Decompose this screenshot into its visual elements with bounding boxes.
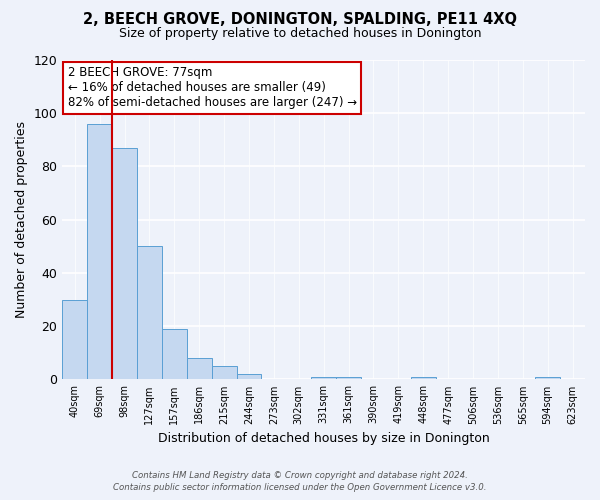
Text: Size of property relative to detached houses in Donington: Size of property relative to detached ho… — [119, 28, 481, 40]
Text: 2, BEECH GROVE, DONINGTON, SPALDING, PE11 4XQ: 2, BEECH GROVE, DONINGTON, SPALDING, PE1… — [83, 12, 517, 28]
Text: Contains HM Land Registry data © Crown copyright and database right 2024.
Contai: Contains HM Land Registry data © Crown c… — [113, 471, 487, 492]
Bar — [411, 377, 436, 380]
X-axis label: Distribution of detached houses by size in Donington: Distribution of detached houses by size … — [158, 432, 490, 445]
Bar — [236, 374, 262, 380]
Bar — [336, 377, 361, 380]
Bar — [62, 300, 87, 380]
Y-axis label: Number of detached properties: Number of detached properties — [15, 121, 28, 318]
Bar — [212, 366, 236, 380]
Bar — [162, 329, 187, 380]
Bar — [187, 358, 212, 380]
Text: 2 BEECH GROVE: 77sqm
← 16% of detached houses are smaller (49)
82% of semi-detac: 2 BEECH GROVE: 77sqm ← 16% of detached h… — [68, 66, 356, 110]
Bar — [535, 377, 560, 380]
Bar — [311, 377, 336, 380]
Bar — [112, 148, 137, 380]
Bar — [87, 124, 112, 380]
Bar — [137, 246, 162, 380]
